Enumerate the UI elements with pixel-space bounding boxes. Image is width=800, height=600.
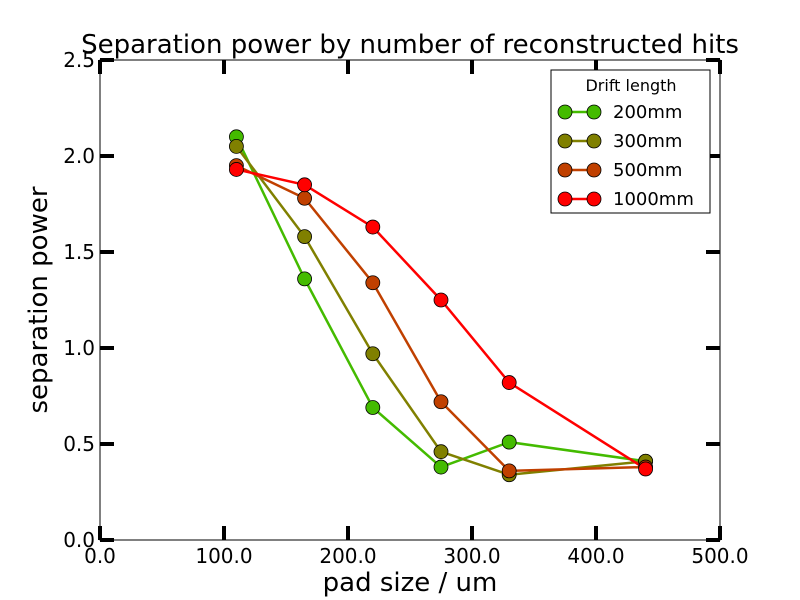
- legend-label-1000mm: 1000mm: [613, 189, 694, 210]
- x-tick-label: 100.0: [195, 544, 252, 568]
- data-point-500mm: [433, 394, 449, 410]
- series-line-500mm: [235, 164, 646, 473]
- y-tick-label: 0.0: [63, 528, 95, 552]
- data-point-200mm: [433, 459, 449, 475]
- chart-title: Separation power by number of reconstruc…: [81, 30, 739, 60]
- x-tick-label: 300.0: [443, 544, 500, 568]
- data-point-500mm: [297, 190, 313, 206]
- data-point-1000mm: [638, 461, 653, 477]
- legend: Drift length 200mm 300mm 500mm 1000mm: [550, 69, 711, 214]
- x-tick-label: 500.0: [691, 544, 748, 568]
- data-point-1000mm: [297, 177, 313, 193]
- data-point-300mm: [297, 229, 313, 245]
- y-axis-title: separation power: [24, 186, 54, 413]
- y-tick-label: 0.5: [63, 432, 95, 456]
- y-tick-label: 2.5: [63, 48, 95, 72]
- legend-marker-200mm: [586, 104, 602, 120]
- data-point-300mm: [228, 138, 244, 154]
- series-line-200mm: [235, 136, 646, 469]
- data-point-200mm: [501, 434, 517, 450]
- x-tick-label: 400.0: [567, 544, 624, 568]
- legend-marker-1000mm: [557, 191, 573, 207]
- y-tick-label: 2.0: [63, 144, 95, 168]
- legend-marker-500mm: [586, 162, 602, 178]
- x-tick-label: 200.0: [319, 544, 376, 568]
- legend-marker-500mm: [557, 162, 573, 178]
- y-tick-label: 1.0: [63, 336, 95, 360]
- legend-label-500mm: 500mm: [613, 160, 682, 181]
- series-line-300mm: [235, 145, 646, 476]
- data-point-1000mm: [228, 162, 244, 177]
- x-axis-title: pad size / um: [323, 568, 498, 598]
- data-point-1000mm: [433, 292, 449, 308]
- data-point-300mm: [433, 444, 449, 460]
- data-point-200mm: [297, 271, 313, 287]
- y-tick-label: 1.5: [63, 240, 95, 264]
- legend-title: Drift length: [585, 76, 676, 95]
- data-point-1000mm: [365, 219, 381, 235]
- x-tick-label: 0.0: [84, 544, 116, 568]
- data-point-200mm: [365, 400, 381, 415]
- data-point-1000mm: [501, 375, 517, 390]
- legend-label-300mm: 300mm: [613, 131, 682, 152]
- plot-area: [99, 59, 721, 541]
- data-point-500mm: [501, 463, 517, 479]
- series-line-1000mm: [236, 168, 647, 471]
- legend-marker-300mm: [586, 133, 602, 149]
- data-point-500mm: [365, 275, 381, 291]
- legend-marker-1000mm: [586, 191, 602, 207]
- legend-marker-200mm: [557, 104, 573, 120]
- legend-label-200mm: 200mm: [613, 102, 682, 123]
- legend-marker-300mm: [557, 133, 573, 149]
- data-point-300mm: [365, 346, 381, 362]
